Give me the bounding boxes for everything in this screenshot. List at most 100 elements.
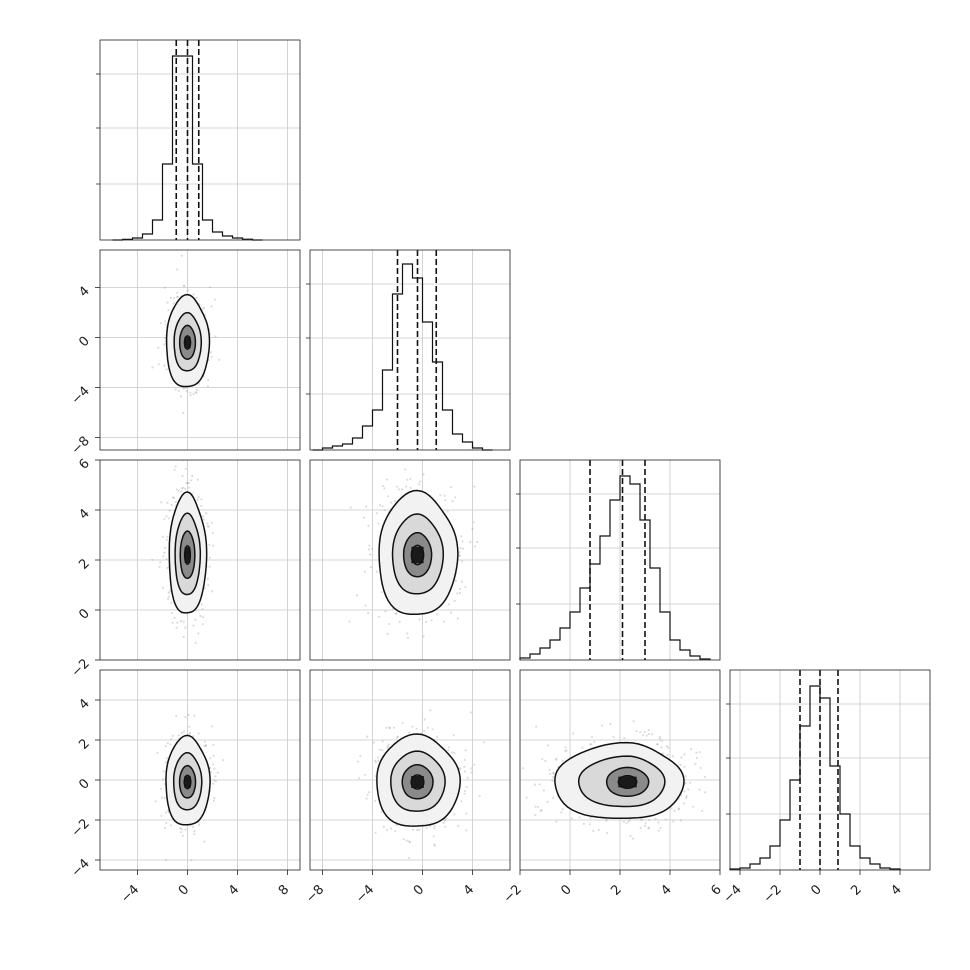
scatter-point	[164, 546, 167, 549]
xtick-label: 2	[848, 882, 864, 898]
contour-level-0	[178, 324, 197, 360]
scatter-point	[206, 577, 209, 580]
scatter-point	[161, 586, 165, 589]
pair-panel-1-3	[309, 669, 511, 871]
scatter-point	[482, 741, 486, 744]
scatter-point	[443, 620, 446, 623]
scatter-point	[466, 776, 469, 779]
xtick-label: 4	[888, 882, 904, 898]
scatter-point	[597, 828, 600, 832]
scatter-point	[184, 487, 187, 490]
hist-panel-2	[516, 459, 721, 661]
scatter-point	[408, 840, 411, 843]
scatter-point	[166, 535, 169, 538]
contour-level-1	[173, 311, 203, 372]
scatter-point	[166, 757, 169, 760]
histogram-3	[729, 685, 901, 870]
scatter-point	[464, 585, 467, 589]
contour-level-0	[402, 531, 433, 578]
scatter-point	[382, 825, 385, 828]
scatter-point	[179, 827, 182, 830]
scatter-point	[699, 766, 702, 770]
scatter-point	[371, 547, 374, 551]
scatter-point	[470, 767, 473, 770]
scatter-point	[197, 632, 200, 635]
scatter-point	[188, 725, 191, 728]
scatter-point	[209, 757, 212, 760]
scatter-point	[181, 834, 184, 837]
scatter-point	[176, 488, 179, 491]
scatter-point	[605, 818, 608, 821]
scatter-point	[172, 302, 175, 305]
scatter-point	[685, 795, 688, 798]
scatter-point	[640, 818, 643, 821]
scatter-point	[184, 626, 187, 629]
scatter-point	[151, 366, 154, 369]
scatter-point	[463, 792, 466, 795]
scatter-point	[208, 543, 211, 546]
scatter-point	[171, 621, 174, 624]
scatter-point	[458, 551, 461, 554]
scatter-point	[173, 468, 176, 471]
scatter-point	[198, 823, 201, 826]
scatter-point	[375, 761, 378, 764]
scatter-point	[555, 820, 558, 823]
scatter-point	[202, 515, 205, 518]
scatter-point	[166, 742, 169, 745]
scatter-point	[429, 709, 432, 712]
scatter-point	[685, 796, 688, 799]
scatter-point	[698, 751, 701, 754]
scatter-point	[537, 805, 540, 809]
density-peak	[411, 546, 424, 564]
scatter-point	[159, 560, 162, 564]
scatter-point	[158, 565, 161, 569]
scatter-point	[166, 501, 169, 504]
scatter-point	[670, 807, 673, 810]
scatter-point	[456, 592, 459, 595]
hist-frame-2	[519, 459, 721, 661]
scatter-point	[695, 756, 699, 760]
contour-peak	[410, 544, 425, 566]
histogram-1	[312, 263, 493, 451]
xtick-label: 4	[658, 882, 674, 898]
scatter-point	[192, 392, 195, 396]
scatter-point	[209, 286, 212, 289]
scatter-point	[182, 284, 185, 287]
contour-level-0	[178, 764, 197, 799]
scatter-point	[461, 560, 464, 563]
scatter-point	[206, 385, 209, 388]
scatter-point	[170, 738, 173, 741]
scatter-point	[177, 389, 180, 393]
scatter-point	[189, 391, 192, 394]
scatter-point	[164, 745, 167, 748]
scatter-point	[458, 591, 461, 594]
scatter-point	[201, 608, 204, 611]
scatter-point	[677, 808, 681, 811]
scatter-point	[163, 796, 166, 799]
scatter-point	[405, 839, 408, 842]
scatter-point	[401, 722, 404, 725]
scatter-point	[171, 734, 174, 737]
scatter-point	[628, 818, 632, 821]
scatter-point	[190, 859, 193, 862]
scatter-point	[629, 834, 632, 838]
scatter-point	[647, 729, 651, 732]
scatter-point	[213, 779, 216, 782]
scatter-point	[444, 499, 447, 502]
ytick-label: −4	[69, 856, 93, 880]
scatter-point	[204, 744, 208, 747]
scatter-point	[459, 547, 462, 550]
scatter-point	[188, 486, 191, 489]
scatter-point	[196, 478, 199, 481]
density-peak	[184, 776, 191, 788]
scatter-point	[570, 817, 573, 820]
scatter-point	[672, 820, 675, 823]
scatter-point	[186, 481, 189, 485]
scatter-point	[192, 735, 195, 738]
scatter-point	[172, 496, 175, 499]
scatter-point	[460, 580, 463, 583]
scatter-point	[443, 819, 446, 822]
scatter-point	[210, 305, 213, 308]
scatter-point	[176, 268, 179, 271]
